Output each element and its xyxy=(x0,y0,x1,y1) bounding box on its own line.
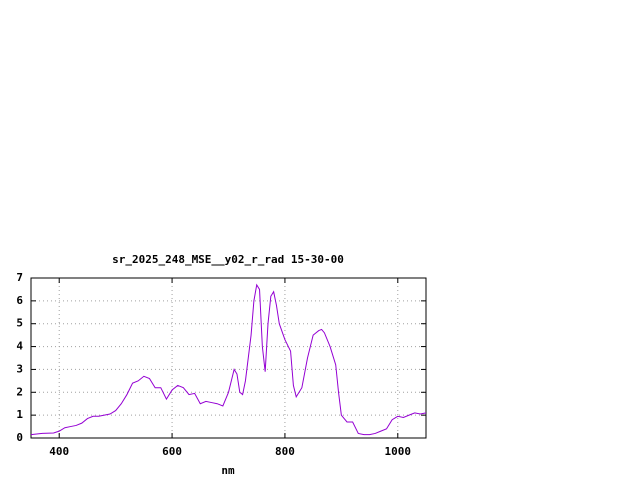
y-tick-label: 1 xyxy=(16,408,23,421)
y-tick-label: 4 xyxy=(16,340,23,353)
y-tick-label: 7 xyxy=(16,271,23,284)
x-tick-label: 400 xyxy=(49,445,69,458)
x-tick-label: 1000 xyxy=(385,445,412,458)
y-tick-label: 3 xyxy=(16,362,23,375)
y-tick-label: 0 xyxy=(16,431,23,444)
chart-title: sr_2025_248_MSE__y02_r_rad 15-30-00 xyxy=(112,253,344,266)
plot-frame xyxy=(30,277,427,439)
y-tick-label: 6 xyxy=(16,294,23,307)
y-tick-label: 2 xyxy=(16,385,23,398)
x-axis-label: nm xyxy=(221,464,235,477)
data-line xyxy=(30,283,427,436)
x-tick-label: 800 xyxy=(275,445,295,458)
y-tick-label: 5 xyxy=(16,317,23,330)
x-tick-label: 600 xyxy=(162,445,182,458)
